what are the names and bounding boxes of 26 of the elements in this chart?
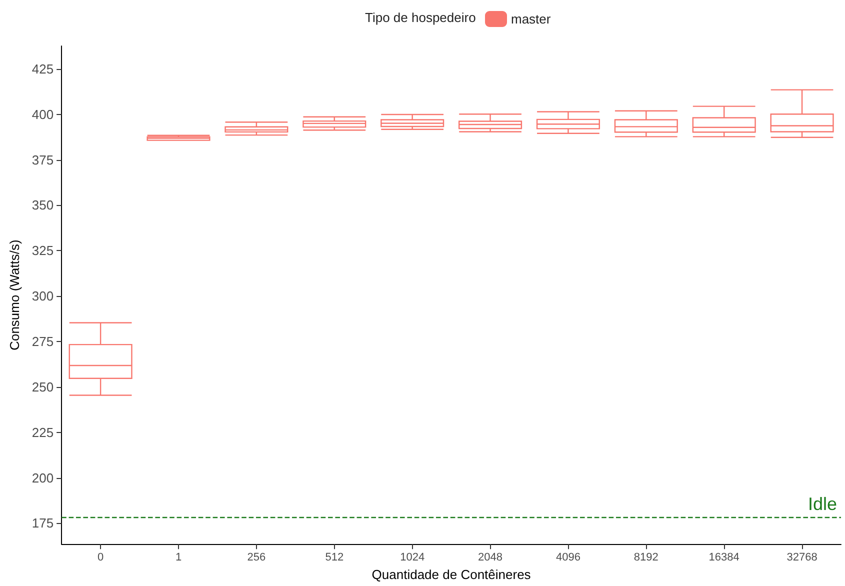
x-axis-title: Quantidade de Contêineres xyxy=(372,567,532,582)
x-tick-label: 256 xyxy=(247,552,266,564)
y-tick-label: 200 xyxy=(32,470,54,486)
x-tick-label: 0 xyxy=(98,552,104,564)
y-tick-label: 375 xyxy=(32,152,54,168)
y-tick-label: 425 xyxy=(32,61,54,76)
x-tick-label: 8192 xyxy=(634,552,658,564)
y-tick-label: 275 xyxy=(32,334,54,349)
y-axis-title: Consumo (Watts/s) xyxy=(7,240,22,350)
x-tick-label: 32768 xyxy=(786,552,818,564)
y-tick-label: 175 xyxy=(32,516,54,531)
x-tick-label: 1 xyxy=(175,552,182,564)
x-tick-label: 512 xyxy=(325,552,344,564)
y-tick-label: 225 xyxy=(32,424,54,440)
y-tick-label: 325 xyxy=(32,243,54,258)
legend-title: Tipo de hospedeiro xyxy=(365,10,476,25)
x-tick-label: 1024 xyxy=(400,552,425,564)
y-tick-label: 400 xyxy=(32,106,54,122)
x-tick-label: 16384 xyxy=(708,552,740,564)
ref-line-label: Idle xyxy=(808,494,837,514)
y-tick-label: 300 xyxy=(32,288,54,304)
legend-label: master xyxy=(511,12,552,26)
x-tick-label: 2048 xyxy=(478,552,503,564)
y-tick-label: 250 xyxy=(32,379,54,394)
y-tick-label: 350 xyxy=(32,198,54,213)
x-tick-label: 4096 xyxy=(556,552,580,564)
